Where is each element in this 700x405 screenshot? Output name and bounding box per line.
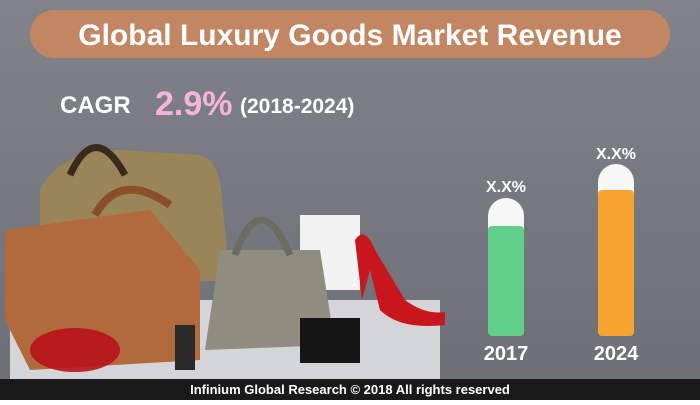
brown-bag-handle	[91, 185, 173, 218]
bar-year: 2017	[484, 343, 529, 365]
bar-2017: X.X% 2017	[484, 179, 529, 365]
title-banner	[30, 10, 670, 58]
bar-year: 2024	[594, 343, 639, 365]
bottle	[175, 325, 195, 370]
bar-label: X.X%	[486, 179, 526, 196]
bar-fill	[488, 226, 524, 336]
title: Global Luxury Goods Market Revenue	[78, 19, 621, 52]
red-shoe	[355, 234, 445, 326]
black-box	[300, 318, 360, 363]
footer-bar	[0, 379, 700, 400]
cagr-period: (2018-2024)	[240, 95, 354, 118]
product-illustration	[5, 144, 445, 380]
cagr-label: CAGR	[60, 92, 131, 119]
brown-bag	[5, 210, 200, 370]
red-glass	[30, 328, 120, 372]
cagr-value: 2.9%	[155, 85, 233, 123]
bar-fill	[598, 190, 634, 336]
gray-bag-handle	[231, 216, 294, 257]
bar-label: X.X%	[596, 146, 636, 163]
bag-handle	[66, 144, 129, 177]
bar-2024: X.X% 2024	[594, 146, 639, 365]
footer-text: Infinium Global Research © 2018 All righ…	[190, 382, 510, 397]
